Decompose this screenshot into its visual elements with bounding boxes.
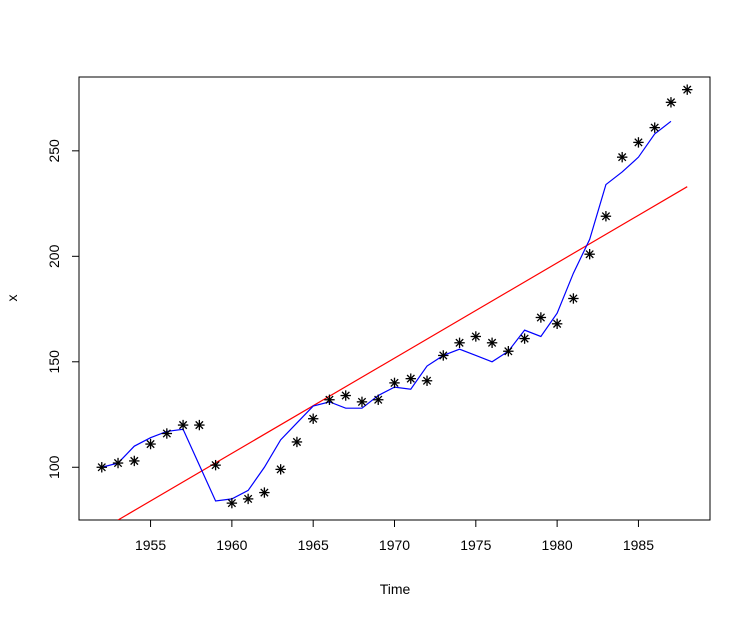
observed-point [438, 350, 449, 361]
observed-point [373, 394, 384, 405]
observed-point [291, 436, 303, 448]
asterisk-stroke [374, 395, 383, 404]
x-tick-label: 1970 [379, 537, 410, 553]
asterisk-stroke [683, 85, 692, 94]
x-axis: 1955 1960 1965 1970 1975 1980 1985 [135, 519, 654, 553]
x-tick-label: 1960 [216, 537, 247, 553]
observed-point [551, 318, 563, 330]
asterisk-stroke [97, 463, 106, 472]
asterisk-stroke [130, 456, 139, 466]
asterisk-stroke [634, 138, 643, 147]
x-tick-label: 1975 [460, 537, 491, 553]
x-tick-label: 1965 [298, 537, 329, 553]
observed-point [470, 331, 482, 342]
x-tick-label: 1955 [135, 537, 166, 553]
asterisk-stroke [422, 376, 432, 385]
asterisk-stroke [601, 212, 611, 221]
observed-point [129, 455, 140, 467]
observed-point [259, 487, 270, 498]
asterisk-stroke [520, 334, 529, 343]
observed-point [96, 462, 107, 473]
asterisk-stroke [243, 494, 253, 504]
observed-point [161, 428, 173, 439]
asterisk-stroke [618, 153, 627, 162]
observed-point [535, 312, 547, 323]
observed-point [307, 413, 319, 424]
observed-points-layer [96, 84, 693, 509]
observed-point [616, 151, 628, 163]
asterisk-stroke [569, 294, 578, 303]
observed-point [600, 211, 612, 222]
observed-point [503, 346, 514, 357]
observed-point [389, 377, 400, 389]
asterisk-stroke [309, 414, 318, 423]
asterisk-stroke [585, 250, 594, 259]
y-tick-label: 250 [46, 139, 62, 163]
y-tick-label: 200 [46, 244, 62, 268]
observed-point [275, 464, 286, 475]
observed-point [665, 97, 677, 108]
asterisk-stroke [195, 420, 204, 430]
asterisk-stroke [390, 378, 399, 388]
observed-point [649, 122, 660, 133]
observed-point [584, 249, 595, 260]
trend-line [117, 186, 688, 520]
observed-point [340, 390, 351, 401]
observed-point [682, 84, 693, 95]
asterisk-stroke [178, 420, 188, 430]
observed-point [405, 373, 416, 384]
observed-point [454, 337, 465, 348]
asterisk-stroke [260, 488, 269, 497]
observed-point [633, 137, 644, 148]
asterisk-stroke [276, 465, 285, 474]
asterisk-stroke [552, 319, 562, 328]
observed-point [194, 419, 205, 431]
observed-point [112, 457, 124, 469]
y-axis-title: x [4, 295, 20, 302]
asterisk-stroke [146, 439, 155, 449]
asterisk-stroke [162, 429, 171, 438]
asterisk-stroke [536, 313, 546, 322]
y-tick-label: 150 [46, 350, 62, 374]
y-axis: 100 150 200 250 [46, 139, 80, 479]
fitted-line-layer [101, 120, 672, 502]
asterisk-stroke [666, 98, 676, 107]
asterisk-stroke [227, 498, 237, 508]
observed-point [519, 333, 530, 344]
asterisk-stroke [504, 347, 513, 356]
asterisk-stroke [650, 123, 659, 132]
asterisk-stroke [487, 338, 497, 347]
asterisk-stroke [292, 437, 302, 447]
observed-point [356, 396, 368, 408]
asterisk-stroke [406, 374, 415, 383]
observed-point [568, 293, 579, 304]
asterisk-stroke [357, 397, 367, 407]
y-tick-label: 100 [46, 455, 62, 479]
plot-frame [78, 76, 711, 521]
observed-point [210, 459, 221, 471]
x-tick-label: 1980 [542, 537, 573, 553]
asterisk-stroke [471, 332, 480, 341]
x-tick-label: 1985 [623, 537, 654, 553]
fitted-line [101, 120, 672, 502]
asterisk-stroke [113, 458, 123, 468]
observed-point [324, 394, 335, 405]
observed-point [486, 337, 498, 348]
observed-point [145, 438, 156, 450]
asterisk-stroke [341, 391, 350, 400]
x-axis-title: Time [380, 581, 411, 597]
asterisk-stroke [325, 395, 334, 404]
observed-point [242, 493, 254, 505]
trend-line-layer [117, 186, 688, 520]
observed-point [226, 497, 238, 509]
asterisk-stroke [455, 338, 464, 347]
asterisk-stroke [211, 461, 220, 470]
observed-point [421, 375, 433, 386]
observed-point [177, 419, 189, 431]
asterisk-stroke [439, 351, 448, 360]
